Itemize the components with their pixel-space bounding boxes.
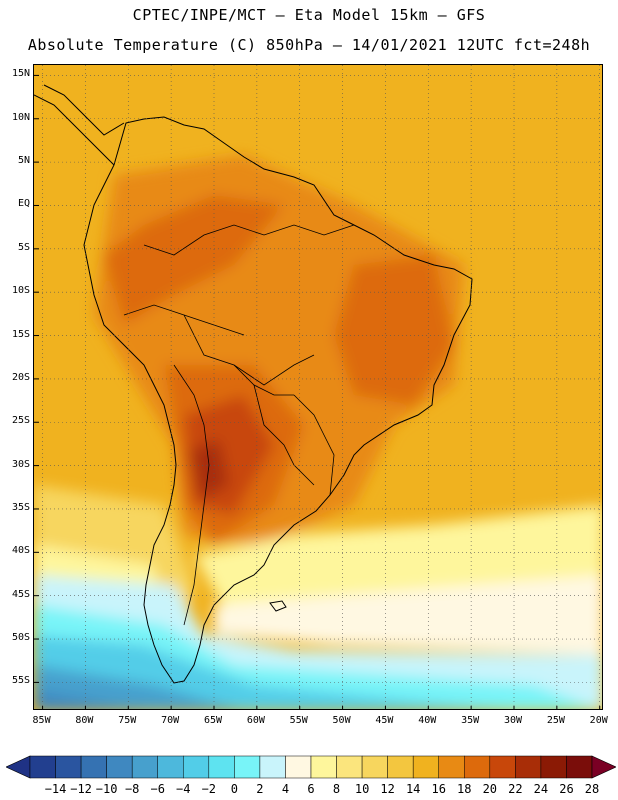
lat-label-15N: 15N (11, 68, 30, 80)
colorbar-swatch-3 (106, 755, 133, 779)
colorbar-label-19: 24 (533, 782, 549, 796)
colorbar (6, 755, 616, 779)
lat-label-10S: 10S (11, 285, 30, 297)
lon-label-60W: 60W (246, 715, 265, 726)
country-borders (123, 224, 355, 626)
colorbar-swatch-19 (515, 755, 542, 779)
colorbar-label-16: 18 (457, 782, 472, 796)
colorbar-label-13: 12 (380, 782, 395, 796)
colorbar-label-0: −14 (44, 782, 67, 796)
colorbar-label-17: 20 (482, 782, 498, 796)
falklands-outline (269, 600, 287, 612)
colorbar-swatch-8 (234, 755, 261, 779)
colorbar-label-8: 2 (256, 782, 264, 796)
lon-label-40W: 40W (418, 715, 437, 726)
lat-label-15S: 15S (11, 328, 30, 340)
colorbar-label-21: 28 (584, 782, 600, 796)
colorbar-label-3: −8 (124, 782, 140, 796)
colorbar-swatch-11 (310, 755, 337, 779)
temperature-map (33, 64, 603, 710)
lon-label-70W: 70W (161, 715, 180, 726)
colorbar-label-15: 16 (431, 782, 446, 796)
colorbar-label-9: 4 (281, 782, 290, 796)
temperature-field (34, 155, 602, 709)
lon-label-65W: 65W (203, 715, 223, 726)
lon-label-75W: 75W (118, 715, 137, 726)
colorbar-label-18: 22 (508, 782, 523, 796)
colorbar-swatch-6 (183, 755, 210, 779)
lat-label-20S: 20S (11, 371, 30, 383)
colorbar-label-14: 14 (405, 782, 421, 796)
lon-label-50W: 50W (332, 715, 351, 726)
lat-label-5N: 5N (17, 155, 30, 167)
chart-title-line1: CPTEC/INPE/MCT – Eta Model 15km – GFS (132, 6, 486, 24)
lon-label-20W: 20W (589, 715, 608, 726)
central-america-coastline (34, 84, 125, 166)
colorbar-label-12: 10 (354, 782, 370, 796)
map-canvas (34, 65, 602, 709)
colorbar-swatch-9 (259, 755, 286, 779)
south-america-coastline (83, 116, 473, 684)
colorbar-swatch-12 (336, 755, 363, 779)
lat-label-35S: 35S (11, 501, 30, 513)
colorbar-under-arrow (6, 755, 31, 779)
lon-label-45W: 45W (375, 715, 394, 726)
colorbar-swatch-21 (566, 755, 593, 779)
colorbar-swatch-13 (361, 755, 388, 779)
colorbar-label-10: 6 (307, 782, 315, 796)
colorbar-swatch-4 (131, 755, 158, 779)
lon-label-30W: 30W (503, 715, 523, 726)
colorbar-swatch-17 (464, 755, 491, 779)
colorbar-swatch-20 (540, 755, 567, 779)
lat-label-25S: 25S (11, 415, 30, 427)
colorbar-label-6: −2 (201, 782, 217, 796)
lat-label-EQ: EQ (17, 198, 30, 210)
colorbar-over-arrow (591, 755, 616, 779)
colorbar-swatch-7 (208, 755, 235, 779)
colorbar-label-1: −12 (70, 782, 92, 796)
colorbar-swatch-5 (157, 755, 184, 779)
colorbar-label-5: −4 (176, 782, 191, 796)
lat-label-10N: 10N (11, 111, 30, 123)
lat-label-5S: 5S (17, 241, 30, 253)
lat-lon-grid (34, 65, 602, 709)
colorbar-swatch-10 (285, 755, 312, 779)
colorbar-swatch-18 (489, 755, 516, 779)
lat-label-30S: 30S (11, 458, 30, 470)
colorbar-label-11: 8 (332, 782, 341, 796)
colorbar-swatch-14 (387, 755, 414, 779)
colorbar-label-20: 26 (559, 782, 574, 796)
lon-label-35W: 35W (461, 715, 480, 726)
colorbar-swatch-1 (55, 755, 82, 779)
colorbar-label-7: 0 (230, 782, 238, 796)
colorbar-label-4: −6 (150, 782, 165, 796)
lon-label-55W: 55W (289, 715, 308, 726)
colorbar-swatch-2 (80, 755, 107, 779)
colorbar-swatch-16 (438, 755, 465, 779)
lon-label-80W: 80W (75, 715, 94, 726)
lon-label-85W: 85W (32, 715, 51, 726)
lat-label-50S: 50S (11, 632, 30, 644)
lat-label-45S: 45S (11, 588, 30, 600)
chart-title-line2: Absolute Temperature (C) 850hPa – 14/01/… (27, 36, 591, 54)
colorbar-swatch-15 (412, 755, 439, 779)
lon-label-25W: 25W (546, 715, 565, 726)
colorbar-label-2: −10 (95, 782, 118, 796)
lat-label-55S: 55S (11, 675, 30, 687)
colorbar-swatch-0 (29, 755, 56, 779)
lat-label-40S: 40S (11, 545, 30, 557)
